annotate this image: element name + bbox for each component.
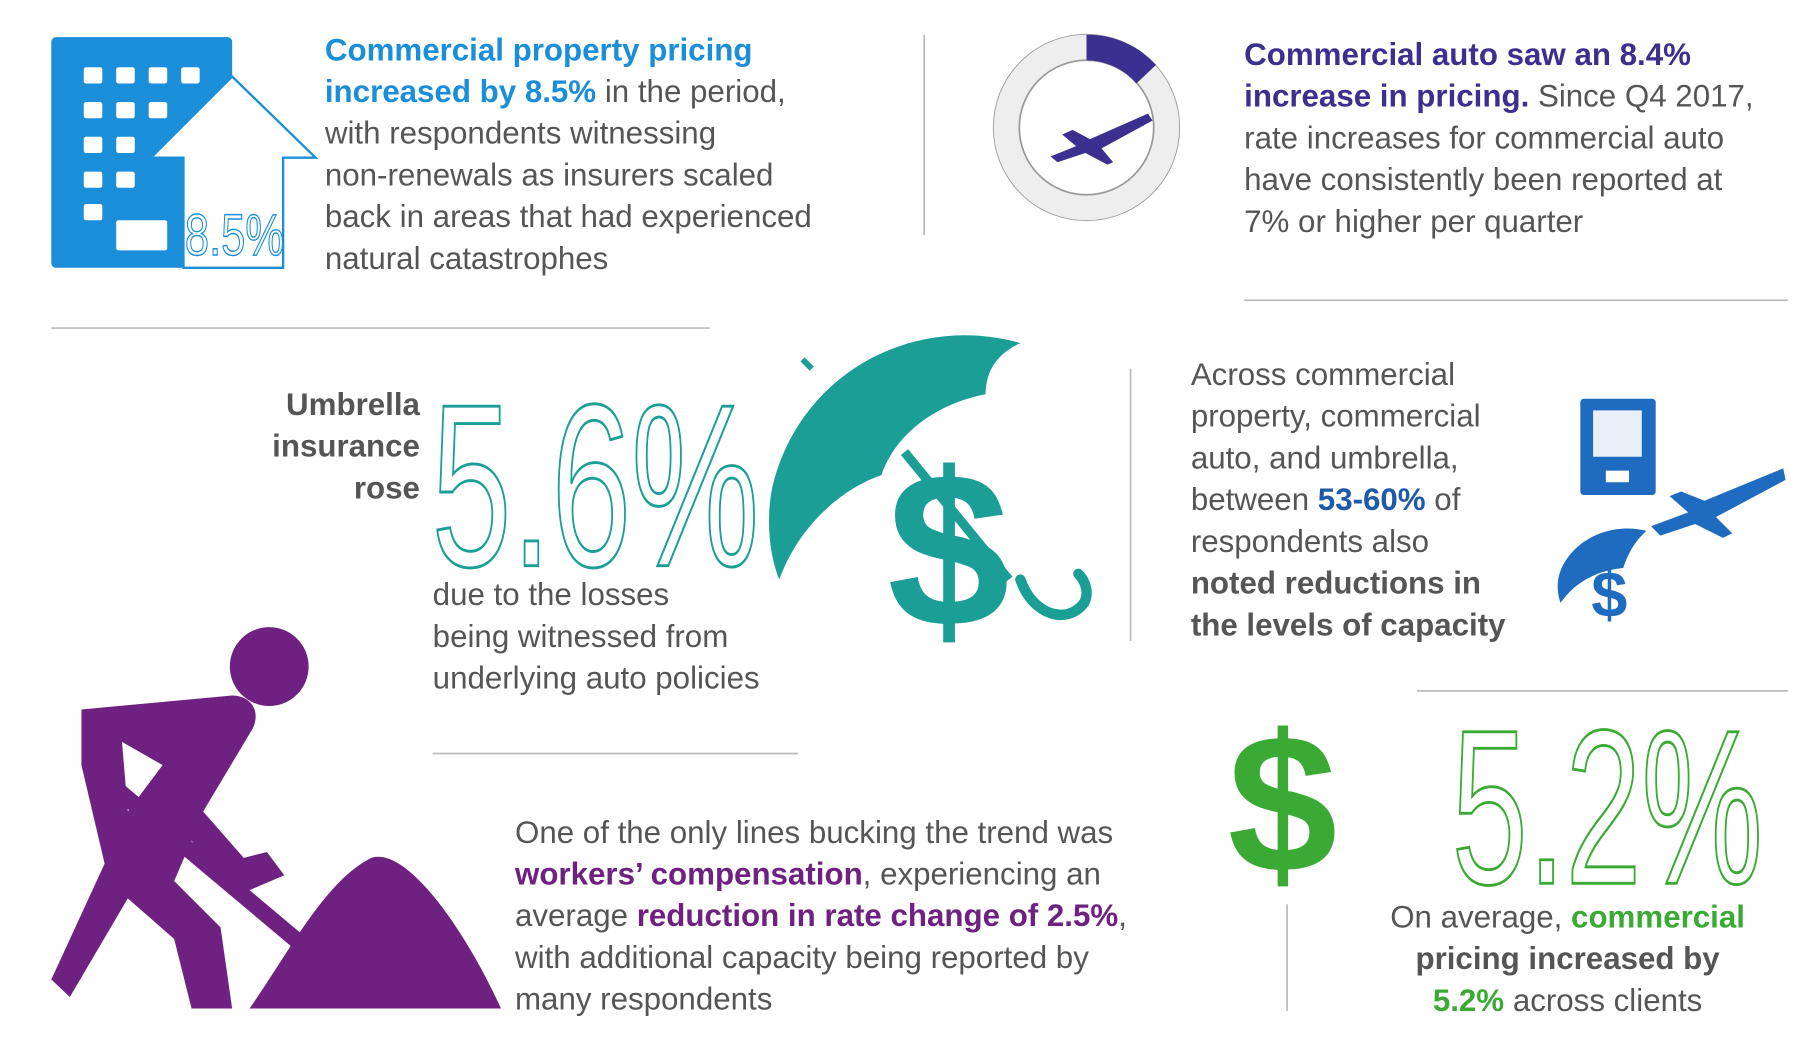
emphasis: the levels of capacity — [1191, 607, 1506, 642]
text-line: workers’ compensation, experiencing an — [514, 857, 1101, 892]
text: , experiencing an — [863, 857, 1101, 892]
svg-text:$: $ — [1591, 558, 1627, 631]
worker-icon — [51, 627, 502, 1009]
emphasis: Commercial auto saw an 8.4% — [1244, 37, 1691, 72]
text-line: increased by 8.5% in the period, — [325, 74, 786, 109]
emphasis: pricing increased by — [1415, 941, 1720, 976]
text-line: One of the only lines bucking the trend … — [515, 815, 1113, 850]
text: On average, — [1390, 899, 1571, 934]
text: across clients — [1504, 983, 1702, 1018]
text-line: Across commercial — [1191, 357, 1455, 392]
big-figure: 5.2% — [1452, 684, 1763, 930]
emphasis: reduction in rate change of 2.5% — [637, 898, 1118, 933]
emphasis: increase in pricing. — [1244, 79, 1529, 114]
donut-icon — [992, 33, 1181, 222]
building-icon: 8.5% — [51, 37, 319, 269]
text-line: with additional capacity being reported … — [514, 940, 1089, 975]
text-line: 5.2% across clients — [1433, 983, 1703, 1018]
emphasis: commercial — [1571, 899, 1745, 934]
text-line: average reduction in rate change of 2.5%… — [515, 898, 1127, 933]
emphasis: 53-60% — [1318, 482, 1426, 517]
text-line: respondents also — [1191, 524, 1429, 559]
text-line: On average, commercial — [1390, 899, 1745, 934]
label: insurance — [272, 429, 420, 464]
label: rose — [354, 470, 420, 505]
text-line: increase in pricing. Since Q4 2017, — [1244, 79, 1753, 114]
umbrella-icon: $ — [768, 335, 1092, 673]
svg-text:$: $ — [887, 427, 1010, 673]
text-line: rate increases for commercial auto — [1244, 120, 1724, 155]
text: between — [1191, 482, 1318, 517]
text-line: natural catastrophes — [325, 241, 608, 276]
text-line: property, commercial — [1191, 399, 1481, 434]
text-line: have consistently been reported at — [1244, 162, 1723, 197]
emphasis: workers’ compensation — [514, 857, 863, 892]
text-line: with respondents witnessing — [324, 116, 716, 151]
text-line: many respondents — [515, 982, 772, 1017]
text: Since Q4 2017, — [1529, 79, 1753, 114]
text: average — [515, 898, 637, 933]
emphasis: increased by 8.5% — [325, 74, 596, 109]
capacity-icons: $ — [1557, 398, 1786, 631]
text-line: between 53-60% of — [1191, 482, 1461, 517]
text: in the period, — [596, 74, 786, 109]
text: of — [1426, 482, 1461, 517]
big-figure: 5.6% — [432, 355, 760, 615]
text-line: due to the losses — [433, 577, 670, 612]
text-line: back in areas that had experienced — [325, 199, 812, 234]
dollar-icon: $ — [1228, 694, 1338, 914]
icon-label: 8.5% — [185, 203, 284, 267]
emphasis: noted reductions in — [1191, 566, 1481, 601]
text-line: auto, and umbrella, — [1191, 440, 1459, 475]
label: Umbrella — [286, 387, 420, 422]
dividers — [51, 34, 1788, 1011]
text-line: Commercial auto saw an 8.4% — [1244, 37, 1691, 72]
text-line: being witnessed from — [433, 619, 729, 654]
text: , — [1118, 898, 1127, 933]
text-line: underlying auto policies — [433, 661, 760, 696]
text-line: Commercial property pricing — [325, 32, 753, 67]
emphasis: 5.2% — [1433, 983, 1504, 1018]
text-line: non-renewals as insurers scaled — [325, 157, 774, 192]
text-line: 7% or higher per quarter — [1244, 204, 1583, 239]
emphasis: Commercial property pricing — [325, 32, 753, 67]
